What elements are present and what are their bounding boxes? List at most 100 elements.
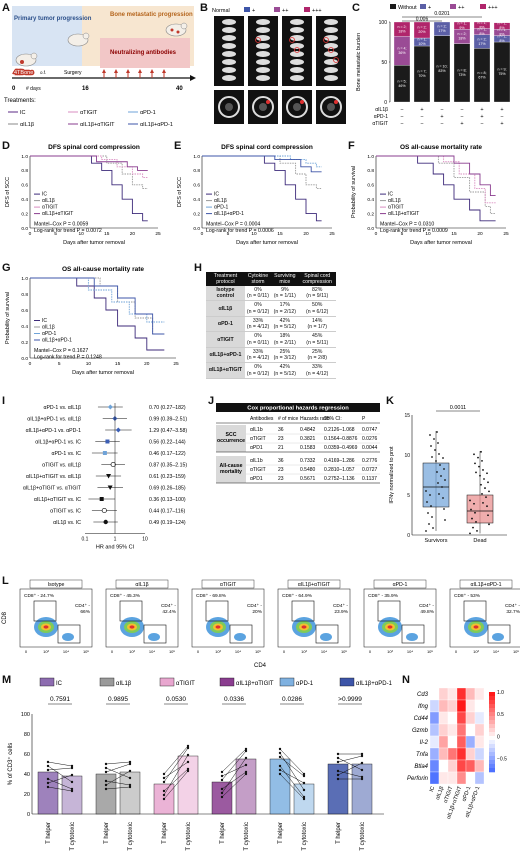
scale-label: 0.5 — [497, 712, 504, 718]
x-tick-label: T helper — [46, 822, 52, 844]
data-point — [186, 760, 190, 764]
legend-swatch — [219, 677, 235, 687]
table-cell: 0.0747 — [362, 427, 378, 433]
vertebra-shape — [324, 19, 338, 25]
legend-label: αIL1β — [214, 198, 227, 204]
treatment-sign: − — [480, 121, 483, 127]
legend-label: IC — [388, 192, 393, 198]
mean-bar — [37, 771, 59, 815]
vertebra-shape — [324, 35, 338, 41]
data-point — [360, 768, 364, 772]
paired-line — [105, 770, 131, 786]
scale-swatch — [489, 728, 495, 733]
table-row: αIL1β+αPD-1 33% (n = 4/12) 25% (n = 3/12) 25%… — [206, 347, 336, 364]
hr-value: 0.49 (0.19–124) — [149, 520, 186, 526]
scale-swatch — [489, 720, 495, 725]
table-cell: 0.0359–0.4969 — [324, 445, 358, 451]
paired-line — [105, 763, 131, 773]
chart-title: OS all-cause mortality rate — [62, 266, 144, 273]
data-point — [244, 747, 248, 751]
row-header: αIL1β+αPD-1 — [206, 347, 245, 364]
data-point — [431, 456, 433, 458]
paired-line — [163, 768, 189, 792]
stat-mantel-cox: Mantel–Cox P = 0.0310 — [380, 222, 434, 228]
data-point — [302, 797, 306, 801]
table-cell: 0.4842 — [300, 427, 316, 433]
density-blob — [320, 633, 332, 641]
data-point — [427, 512, 429, 514]
y-axis-label: % of CD3⁺ cells — [7, 743, 14, 786]
cell-percent: 0% — [254, 287, 262, 293]
y-tick-label: 0.2 — [21, 340, 28, 346]
y-tick-label: 0.6 — [193, 183, 200, 189]
paired-line — [47, 761, 73, 767]
antibody-box — [100, 38, 190, 68]
data-point — [360, 754, 364, 758]
data-point — [488, 490, 490, 493]
hr-value: 0.70 (0.27–182) — [149, 405, 186, 411]
survival-curve — [376, 155, 496, 222]
x-tick-label: 0.1 — [82, 537, 89, 543]
x-tick-label: T cytotoxic — [302, 822, 308, 851]
data-point — [473, 453, 475, 456]
segment-label: n = 1; — [457, 21, 466, 25]
table-row: Isotype control 0% (n = 0/11) 9% (n = 1/11) 8… — [206, 286, 336, 302]
lesion-marker — [334, 100, 338, 104]
scale-swatch — [489, 744, 495, 749]
panel-c: C Without + ++ +++ Bone metastatic burden 0 50… — [350, 0, 520, 140]
tcell-bar-chart: IC αIL1β αTIGIT αIL1β+αTIGIT αPD-1 αIL1β+αPD-… — [7, 677, 393, 851]
segment-label: 8% — [499, 39, 505, 43]
segment-label: 8% — [499, 33, 505, 37]
row-header: αTIGIT — [206, 331, 245, 348]
table-row: αIL1β 0% (n = 0/12) 17% (n = 2/12) 50% (n = 6/… — [206, 300, 336, 317]
x-tick-label: 0 — [111, 649, 114, 654]
x-tick-label: 10⁵ — [427, 649, 433, 654]
cell-count: (n = 5/11) — [306, 339, 329, 346]
scale-swatch — [489, 708, 495, 713]
y-axis-label: IFNγ normalized to prot — [389, 446, 395, 504]
vertebra-shape — [222, 67, 236, 73]
x-axis-label: Days after tumor removal — [63, 240, 125, 246]
y-tick-label: 0.8 — [21, 168, 28, 174]
flow-plot-frame — [449, 588, 520, 648]
treatment-legend: IC αTIGIT αPD-1 αIL1β αIL1β+αTIGIT αIL1β… — [8, 110, 173, 128]
heatmap-cell — [438, 735, 449, 749]
paired-line — [221, 750, 247, 781]
cell-count: (n = 5/12) — [273, 324, 296, 331]
cell-count: (n = 2/11) — [273, 339, 296, 346]
x-tick-label: 10 — [425, 231, 431, 237]
data-point — [484, 487, 486, 489]
mean-bar — [95, 773, 117, 815]
vertebra-shape — [256, 27, 270, 33]
hr-value: 0.99 (0.39–2.51) — [149, 417, 187, 423]
y-tick-label: 0.4 — [21, 324, 28, 330]
table-cell: 33% (n = 4/12) — [244, 316, 272, 333]
vertebra-shape — [290, 35, 304, 41]
scale-swatch — [489, 700, 495, 705]
data-point — [220, 795, 224, 799]
data-point — [128, 783, 132, 787]
table-cell: αIL1b — [250, 458, 263, 464]
segment-label: 20% — [418, 30, 426, 34]
y-tick-label: 0 — [27, 812, 30, 818]
plot-title: αTIGIT — [220, 582, 237, 588]
legend-swatch — [480, 4, 486, 9]
x-tick-label: 10 — [86, 361, 92, 367]
table-cell: 36 — [278, 427, 284, 433]
cell-count: (n = 1/7) — [307, 324, 327, 331]
hr-marker — [99, 497, 104, 501]
vertebra-axial — [286, 96, 308, 118]
lesion-marker — [328, 47, 334, 53]
data-point — [439, 464, 441, 466]
x-axis-label: Days after tumor removal — [410, 240, 472, 246]
table-cell: 0% (n = 0/11) — [244, 331, 272, 348]
cell-count: (n = 4/12) — [306, 370, 329, 377]
data-point — [104, 766, 108, 770]
panel-f: F OS all-cause mortality rate Probability… — [346, 140, 520, 260]
legend-swatch — [450, 4, 456, 9]
paired-line — [221, 764, 247, 777]
paired-line — [279, 773, 305, 800]
heatmap-cell — [474, 747, 485, 761]
segment-label: 8% — [479, 25, 485, 29]
